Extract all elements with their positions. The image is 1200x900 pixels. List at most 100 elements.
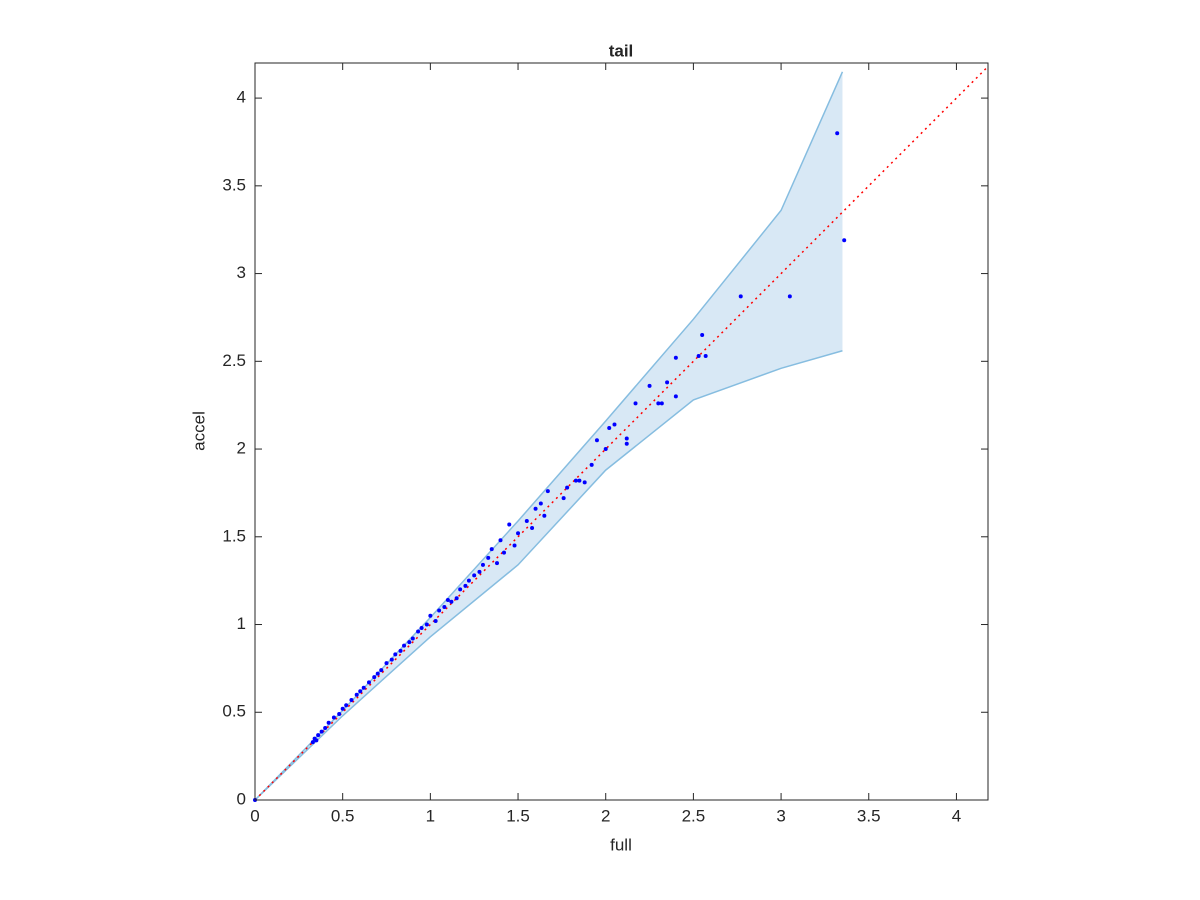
x-tick-label: 2.5 [682,806,706,825]
chart-title: tail [609,41,634,60]
x-tick-label: 0.5 [331,806,355,825]
scatter-point [424,622,429,627]
y-tick-label: 0.5 [222,702,246,721]
scatter-point [437,608,442,613]
scatter-point [594,438,599,443]
scatter-point [398,648,403,653]
scatter-point [573,478,578,483]
y-tick-label: 0 [237,789,246,808]
scatter-point [366,680,371,685]
scatter-point [326,720,331,725]
scatter-point [340,706,345,711]
scatter-point [466,578,471,583]
scatter-point [407,640,412,645]
axes-box [254,62,989,801]
x-tick-label: 1.5 [506,806,530,825]
reference-line [254,65,989,801]
scatter-point [389,657,394,662]
scatter-point [703,354,708,359]
x-tick-label: 4 [952,806,961,825]
scatter-point [696,354,701,359]
scatter-point [633,401,638,406]
scatter-point [502,550,507,555]
x-tick-label: 3.5 [857,806,881,825]
scatter-point [433,619,438,624]
scatter-point [494,561,499,566]
scatter-point [402,643,407,648]
scatter-point [379,668,384,673]
scatter-point [516,531,521,536]
scatter-point [656,401,661,406]
scatter-point [524,518,529,523]
scatter-point [700,332,705,337]
scatter-point [314,738,319,743]
scatter-point [449,599,454,604]
scatter-point [665,380,670,385]
y-tick-label: 3.5 [222,175,246,194]
scatter-point [344,703,349,708]
x-tick-label: 1 [426,806,435,825]
scatter-point [361,685,366,690]
scatter-point [624,441,629,446]
scatter-point [458,587,463,592]
x-tick-label: 3 [776,806,785,825]
y-tick-label: 4 [237,88,246,107]
scatter-point [375,671,380,676]
scatter-point [607,425,612,430]
scatter-point [486,555,491,560]
y-tick-label: 1.5 [222,526,246,545]
scatter-point [410,636,415,641]
scatter-point [393,652,398,657]
scatter-point [577,478,582,483]
scatter-point [419,626,424,631]
scatter-point [659,401,664,406]
scatter-point [565,485,570,490]
y-axis-label: accel [189,411,208,451]
scatter-point [835,131,840,136]
scatter-point [612,422,617,427]
scatter-point [384,661,389,666]
scatter-point [589,462,594,467]
scatter-point [463,583,468,588]
scatter-point [507,522,512,527]
scatter-point [337,712,342,717]
scatter-point [477,569,482,574]
scatter-point [842,238,847,243]
scatter-point [538,501,543,506]
scatter-point [561,496,566,501]
y-tick-label: 2 [237,439,246,458]
scatter-point [673,355,678,360]
scatter-point [472,573,477,578]
scatter-point [331,715,336,720]
scatter-point [498,538,503,543]
scatter-point [349,697,354,702]
scatter-point [787,294,792,299]
scatter-point [480,562,485,567]
scatter-point [545,489,550,494]
y-tick-label: 1 [237,614,246,633]
scatter-point [530,526,535,531]
scatter-point [582,480,587,485]
scatter-point [442,604,447,609]
scatter-point [372,675,377,680]
scatter-point [316,733,321,738]
scatter-point [647,383,652,388]
scatter-point [512,543,517,548]
scatter-point [454,596,459,601]
x-tick-label: 0 [250,806,259,825]
x-tick-label: 2 [601,806,610,825]
scatter-point [358,689,363,694]
scatter-point [323,726,328,731]
scatter-point [603,447,608,452]
scatter-point [310,740,315,745]
y-tick-label: 2.5 [222,351,246,370]
scatter-point [738,294,743,299]
x-axis-label: full [610,835,632,854]
scatter-point [319,729,324,734]
scatter-point [416,629,421,634]
scatter-point [489,547,494,552]
scatter-point [673,394,678,399]
scatter-point [445,597,450,602]
scatter-point [354,692,359,697]
